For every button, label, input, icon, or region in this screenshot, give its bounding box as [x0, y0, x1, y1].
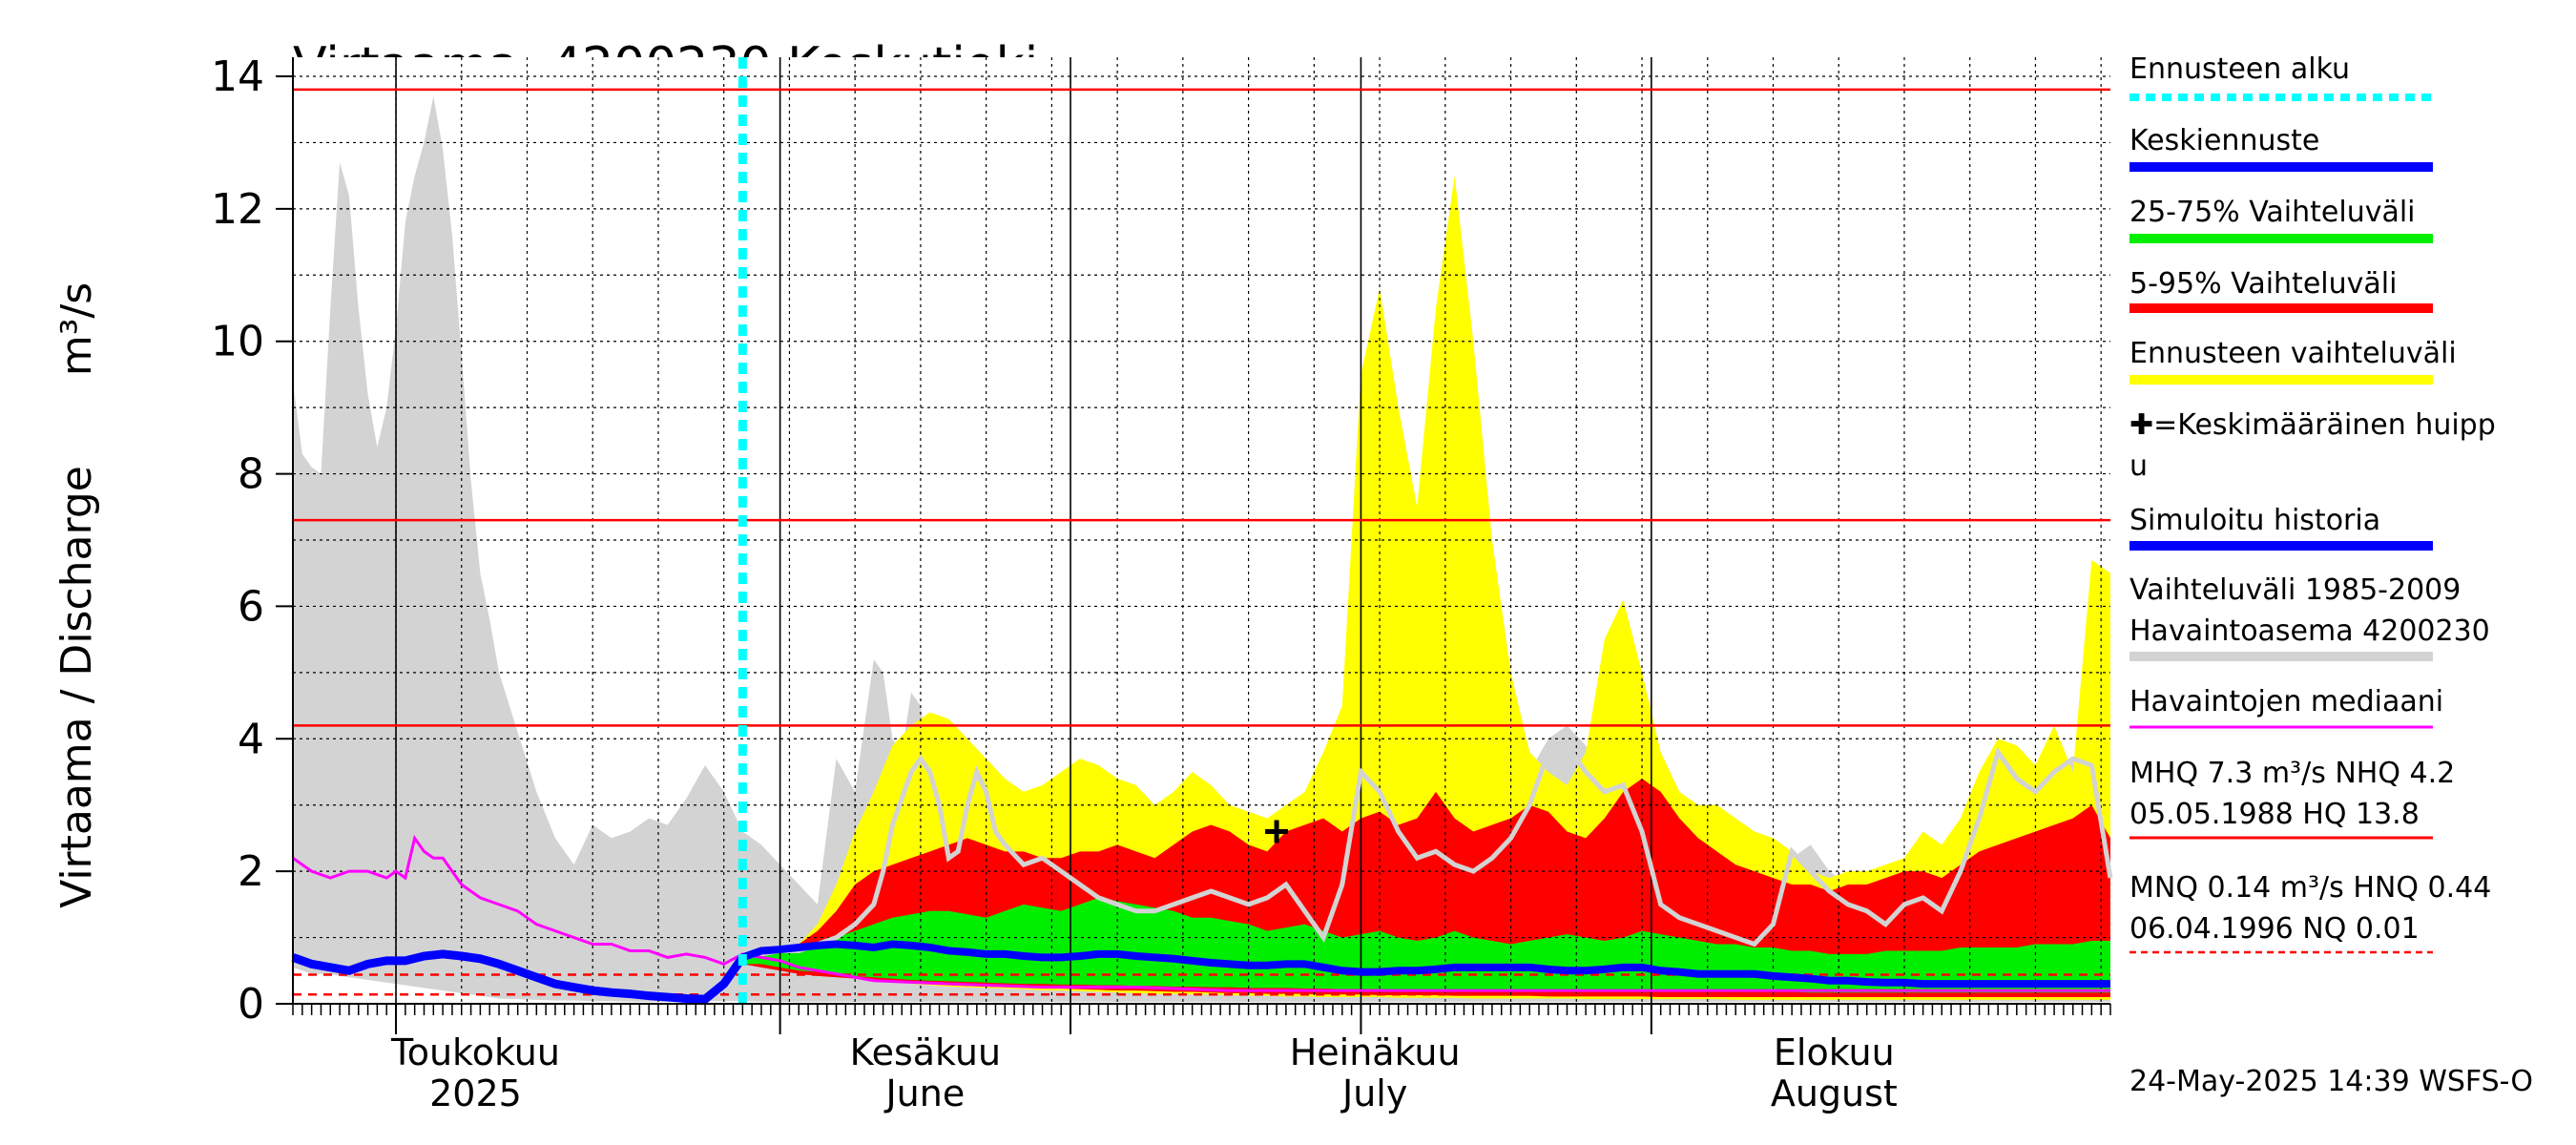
- legend-label: 25-75% Vaihteluväli: [2129, 196, 2416, 229]
- observed-history-median-line: [741, 742, 2113, 960]
- y-axis-unit: m³/s: [52, 282, 101, 376]
- legend-item-mean_peak: ✚=Keskimääräinen huipp u: [2129, 408, 2496, 483]
- mean-peak-marker: [1265, 820, 1289, 843]
- y-axis-label: Virtaama / Discharge m³/s: [52, 282, 101, 908]
- y-axis-ticks: 0 2 4 6 8 10 12 14: [211, 52, 293, 1029]
- mean-forecast-line: [741, 940, 2110, 989]
- x-month-sublabel: June: [883, 1072, 965, 1114]
- plot-area: [291, 57, 2113, 1005]
- legend-label: 5-95% Vaihteluväli: [2129, 267, 2397, 301]
- y-tick-label: 10: [211, 318, 264, 366]
- legend-label: Keskiennuste: [2129, 124, 2319, 157]
- legend-label: Simuloitu historia: [2129, 504, 2380, 537]
- forecast-envelope-area: [742, 176, 2110, 1000]
- legend-item-simulated_history: Simuloitu historia: [2129, 504, 2433, 551]
- range-25-75-area: [742, 897, 2110, 993]
- legend-item-range_25_75: 25-75% Vaihteluväli: [2129, 196, 2433, 243]
- observed-median-line: [292, 834, 2110, 992]
- legend-item-range_5_95: 5-95% Vaihteluväli: [2129, 267, 2433, 313]
- x-month-label: Heinäkuu: [1290, 1031, 1461, 1073]
- legend-item-low_stats: MNQ 0.14 m³/s HNQ 0.44 06.04.1996 NQ 0.01: [2129, 871, 2491, 954]
- legend-item-history_range: Vaihteluväli 1985-2009 Havaintoasema 420…: [2129, 573, 2490, 661]
- y-tick-label: 12: [211, 185, 264, 234]
- legend-label: Vaihteluväli 1985-2009: [2129, 573, 2461, 607]
- x-month-sublabel: 2025: [429, 1072, 522, 1114]
- legend-label-line2: 05.05.1988 HQ 13.8: [2129, 798, 2420, 831]
- y-axis-title: Virtaama / Discharge: [52, 466, 101, 908]
- legend-item-forecast_envelope: Ennusteen vaihteluväli: [2129, 337, 2457, 385]
- x-month-label: Toukokuu: [390, 1031, 560, 1073]
- legend-item-observed_median: Havaintojen mediaani: [2129, 685, 2443, 729]
- legend-label-line2: Havaintoasema 4200230: [2129, 614, 2490, 648]
- y-tick-label: 14: [211, 52, 264, 101]
- legend-label: MNQ 0.14 m³/s HNQ 0.44: [2129, 871, 2491, 905]
- x-month-sublabel: August: [1771, 1072, 1898, 1114]
- y-tick-label: 4: [238, 715, 264, 763]
- y-tick-label: 6: [238, 582, 264, 631]
- legend-label-line2: u: [2129, 449, 2148, 483]
- x-month-sublabel: July: [1340, 1072, 1407, 1114]
- legend-label: Ennusteen vaihteluväli: [2129, 337, 2457, 370]
- simulated-history-line: [291, 949, 747, 1004]
- legend-item-forecast_start: Ennusteen alku: [2129, 52, 2433, 101]
- legend: Ennusteen alku Keskiennuste 25-75% Vaihtel…: [2129, 52, 2496, 954]
- legend-item-high_stats: MHQ 7.3 m³/s NHQ 4.2 05.05.1988 HQ 13.8: [2129, 757, 2455, 840]
- y-tick-label: 8: [238, 450, 264, 499]
- legend-label: MHQ 7.3 m³/s NHQ 4.2: [2129, 757, 2455, 790]
- legend-label: Havaintojen mediaani: [2129, 685, 2443, 718]
- y-tick-label: 2: [238, 847, 264, 896]
- x-month-label: Elokuu: [1774, 1031, 1895, 1073]
- legend-label-line2: 06.04.1996 NQ 0.01: [2129, 912, 2420, 946]
- timestamp: 24-May-2025 14:39 WSFS-O: [2129, 1065, 2533, 1098]
- y-tick-label: 0: [238, 980, 264, 1029]
- legend-item-mean_forecast: Keskiennuste: [2129, 124, 2433, 172]
- legend-label: Ennusteen alku: [2129, 52, 2350, 86]
- x-month-label: Kesäkuu: [850, 1031, 1002, 1073]
- legend-label: ✚=Keskimääräinen huipp: [2129, 408, 2496, 442]
